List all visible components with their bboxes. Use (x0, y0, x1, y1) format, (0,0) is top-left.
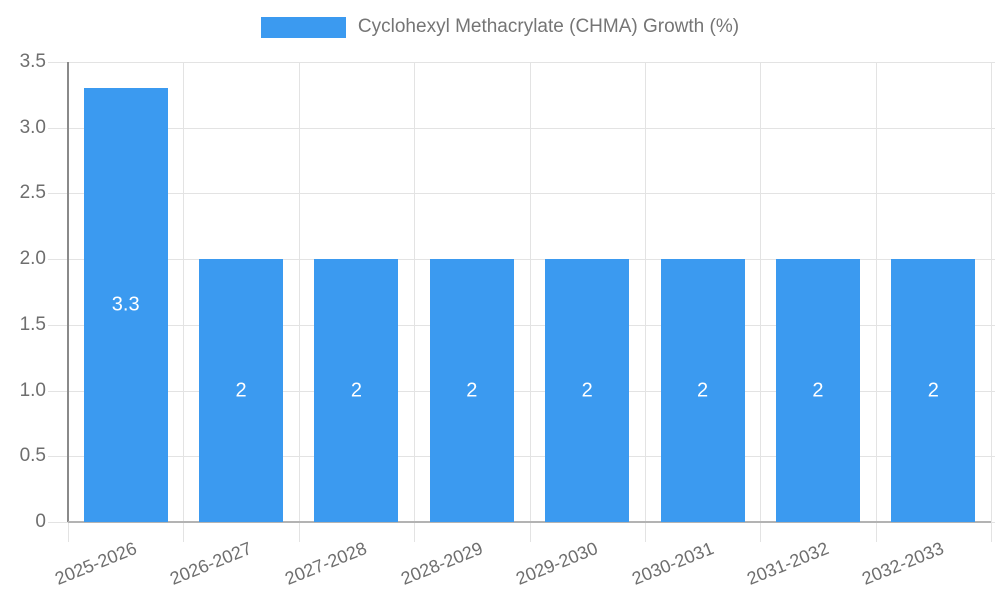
x-gridline (183, 62, 185, 542)
y-gridline (48, 62, 995, 63)
bar[interactable] (83, 88, 168, 522)
y-axis-tick-label: 3.0 (19, 116, 46, 138)
y-gridline (48, 259, 995, 261)
x-axis-tick-label: 2027-2028 (282, 538, 370, 589)
y-axis-tick-label: 3.5 (19, 51, 46, 72)
bar-value-label: 2 (581, 379, 593, 402)
x-axis-tick-label: 2029-2030 (513, 538, 601, 589)
legend-swatch-icon (260, 16, 346, 38)
bar-value-label: 2 (697, 379, 709, 402)
x-axis-tick-label: 2032-2033 (859, 538, 947, 589)
y-axis-tick-label: 0 (35, 511, 46, 532)
bar[interactable] (314, 259, 399, 522)
x-axis-tick-label: 2026-2027 (167, 538, 255, 589)
y-gridline (48, 456, 995, 458)
x-gridline (298, 62, 300, 542)
y-axis-tick-label: 1.5 (19, 313, 46, 335)
bar-value-label: 2 (812, 379, 824, 402)
x-gridline (529, 62, 531, 542)
x-axis-tick-label: 2030-2031 (628, 538, 717, 589)
y-axis-tick-label: 2.5 (19, 182, 46, 204)
legend-label: Cyclohexyl Methacrylate (CHMA) Growth (%… (357, 16, 740, 37)
bar[interactable] (775, 259, 860, 522)
y-gridline (48, 324, 995, 326)
chart-legend[interactable]: Cyclohexyl Methacrylate (CHMA) Growth (%… (0, 16, 1000, 38)
x-axis-tick-label: 2028-2029 (397, 538, 486, 589)
y-gridline (48, 390, 995, 392)
bar[interactable] (199, 259, 284, 522)
x-gridline (991, 62, 992, 542)
bar-value-label: 2 (350, 379, 362, 402)
y-axis-tick-label: 2.0 (19, 248, 46, 270)
y-axis-tick-label: 1.0 (19, 379, 46, 401)
x-axis-tick-label: 2031-2032 (744, 538, 832, 589)
bar[interactable] (660, 259, 745, 522)
bar-value-label: 2 (466, 379, 478, 402)
bar[interactable] (891, 259, 976, 522)
x-gridline (414, 62, 416, 542)
y-axis-tick-label: 0.5 (19, 445, 46, 467)
x-axis-tick-label: 2025-2026 (51, 538, 140, 589)
bar-value-label: 3.3 (111, 293, 140, 316)
x-axis-line (68, 521, 991, 523)
x-gridline (760, 62, 762, 542)
y-axis-line (67, 62, 69, 522)
bar[interactable] (545, 259, 630, 522)
x-gridline (875, 62, 877, 542)
bar-value-label: 2 (235, 379, 247, 402)
y-gridline (48, 127, 995, 129)
x-gridline (644, 62, 646, 542)
bar[interactable] (429, 259, 514, 522)
y-gridline (48, 193, 995, 195)
bar-value-label: 2 (927, 379, 939, 402)
